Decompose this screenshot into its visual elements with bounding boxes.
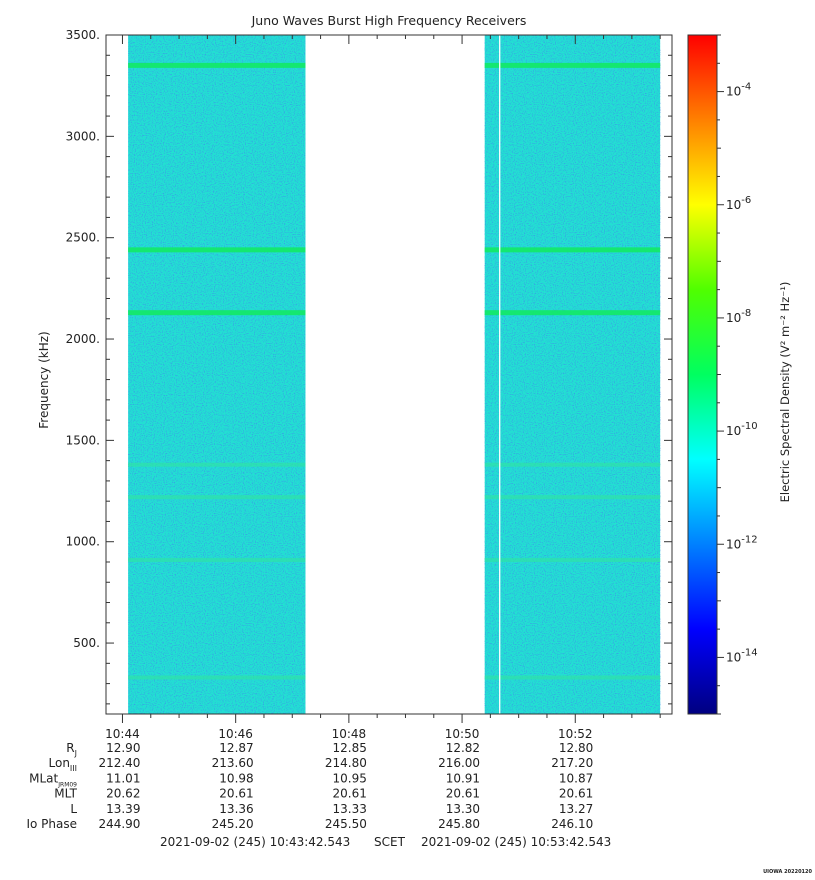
ephemeris-value: 20.61 [333, 787, 367, 801]
ephemeris-row-label: LonIII [49, 756, 78, 773]
ephemeris-value: 10.95 [333, 771, 367, 785]
ephemeris-value: 13.30 [446, 802, 480, 816]
emission-line [128, 310, 306, 316]
colorbar-tick-label: 10-4 [726, 82, 751, 99]
x-tick-label: 10:50 [445, 727, 480, 741]
ephemeris-value: 12.80 [559, 741, 593, 755]
ephemeris-value: 20.62 [106, 787, 140, 801]
y-tick-label: 500. [73, 636, 100, 650]
ephemeris-table: RJ 12.90 12.87 12.85 12.82 12.80 LonIII 212.40 2… [26, 741, 593, 831]
data-segment-1 [128, 35, 306, 714]
footer-stamp: UIOWA 20220120 [763, 869, 812, 875]
ephemeris-value: 245.20 [212, 817, 254, 831]
ephemeris-value: 20.61 [559, 787, 593, 801]
emission-line [484, 247, 661, 253]
ephemeris-value: 10.87 [559, 771, 593, 785]
ephemeris-value: 213.60 [212, 756, 254, 770]
ephemeris-value: 217.20 [551, 756, 593, 770]
plot-frame [105, 34, 673, 715]
ephemeris-value: 13.39 [106, 802, 140, 816]
colorbar-gradient [687, 34, 718, 715]
emission-line [484, 62, 661, 68]
colorbar-tick-label: 10-14 [726, 647, 758, 664]
ephemeris-value: 212.40 [98, 756, 140, 770]
ephemeris-value: 12.82 [446, 741, 480, 755]
ephemeris-value: 216.00 [438, 756, 480, 770]
y-tick-label: 1500. [66, 433, 100, 447]
y-tick-label: 3000. [66, 129, 100, 143]
ephemeris-value: 13.36 [219, 802, 253, 816]
colorbar-tick-label: 10-12 [726, 534, 758, 551]
colorbar-tick-label: 10-6 [726, 195, 751, 212]
colorbar-tick-label: 10-10 [726, 421, 758, 438]
ephemeris-value: 10.91 [446, 771, 480, 785]
emission-line [484, 557, 661, 562]
ephemeris-row-label: MLatJRM09 [29, 771, 77, 788]
x-tick-label: 10:48 [332, 727, 367, 741]
emission-line [128, 247, 306, 253]
plot-area: 500. 1000. 1500. 2000. 2500. 3000. 3500. 10:44 1… [66, 28, 673, 741]
colorbar: 10-4 10-6 10-8 10-10 10-12 10-14 [687, 34, 758, 715]
ephemeris-value: 246.10 [551, 817, 593, 831]
emission-line [128, 675, 306, 680]
ephemeris-value: 12.90 [106, 741, 140, 755]
ephemeris-value: 10.98 [219, 771, 253, 785]
ephemeris-value: 12.85 [333, 741, 367, 755]
ephemeris-value: 11.01 [106, 771, 140, 785]
ephemeris-row-label: Io Phase [26, 817, 77, 831]
time-range-end: 2021-09-02 (245) 10:53:42.543 [421, 835, 611, 849]
emission-line [128, 62, 306, 68]
emission-line [484, 495, 661, 500]
ephemeris-value: 214.80 [325, 756, 367, 770]
ephemeris-value: 13.27 [559, 802, 593, 816]
y-tick-label: 2500. [66, 231, 100, 245]
ephemeris-value: 20.61 [219, 787, 253, 801]
emission-line [484, 310, 661, 316]
emission-line [128, 495, 306, 500]
emission-line [484, 462, 661, 467]
colorbar-label: Electric Spectral Density (V² m⁻² Hz⁻¹) [778, 282, 792, 503]
ephemeris-value: 20.61 [446, 787, 480, 801]
ephemeris-value: 12.87 [219, 741, 253, 755]
y-axis-label: Frequency (kHz) [37, 331, 51, 428]
colorbar-tick-label: 10-8 [726, 308, 751, 325]
time-range-label: SCET [374, 835, 406, 849]
emission-line [128, 557, 306, 562]
time-range-start: 2021-09-02 (245) 10:43:42.543 [160, 835, 350, 849]
ephemeris-row-label: MLT [54, 787, 77, 801]
emission-line [128, 462, 306, 467]
ephemeris-value: 245.50 [325, 817, 367, 831]
y-tick-label: 1000. [66, 535, 100, 549]
y-tick-label: 2000. [66, 332, 100, 346]
ephemeris-row-label: RJ [66, 741, 77, 758]
x-tick-label: 10:44 [105, 727, 140, 741]
x-tick-label: 10:52 [558, 727, 593, 741]
y-tick-label: 3500. [66, 28, 100, 42]
chart-title: Juno Waves Burst High Frequency Receiver… [251, 13, 527, 28]
x-tick-label: 10:46 [218, 727, 253, 741]
ephemeris-value: 245.80 [438, 817, 480, 831]
data-segment-2 [484, 35, 661, 714]
ephemeris-value: 13.33 [333, 802, 367, 816]
ephemeris-row-label: L [70, 802, 77, 816]
emission-line [484, 675, 661, 680]
ephemeris-value: 244.90 [98, 817, 140, 831]
